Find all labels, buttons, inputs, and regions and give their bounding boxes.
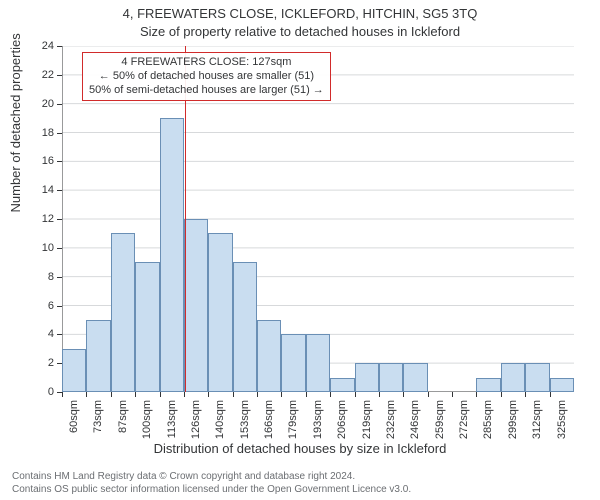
y-tick-label: 18	[30, 127, 54, 139]
y-tick-label: 10	[30, 242, 54, 254]
y-tick-label: 20	[30, 98, 54, 110]
x-tick-label: 126sqm	[190, 400, 202, 440]
chart-title: 4, FREEWATERS CLOSE, ICKLEFORD, HITCHIN,…	[0, 6, 600, 21]
chart-subtitle: Size of property relative to detached ho…	[0, 24, 600, 39]
bar	[86, 320, 110, 392]
x-tick-label: 73sqm	[92, 400, 104, 440]
x-tick-label: 299sqm	[507, 400, 519, 440]
y-tick-label: 12	[30, 213, 54, 225]
bar	[184, 219, 208, 392]
bar	[257, 320, 281, 392]
y-tickmark	[57, 334, 62, 335]
bar	[403, 363, 427, 392]
y-tickmark	[57, 75, 62, 76]
y-tick-label: 4	[30, 328, 54, 340]
bar	[62, 349, 86, 392]
y-tick-label: 14	[30, 184, 54, 196]
bar	[379, 363, 403, 392]
bar	[281, 334, 305, 392]
x-tick-label: 153sqm	[239, 400, 251, 440]
y-tickmark	[57, 133, 62, 134]
x-tick-label: 325sqm	[556, 400, 568, 440]
bar	[330, 378, 354, 392]
x-tickmark	[403, 392, 404, 397]
footer-line-1: Contains HM Land Registry data © Crown c…	[12, 471, 588, 484]
bar	[135, 262, 159, 392]
x-tickmark	[476, 392, 477, 397]
y-tickmark	[57, 277, 62, 278]
x-tickmark	[208, 392, 209, 397]
y-tick-label: 2	[30, 357, 54, 369]
x-tickmark	[111, 392, 112, 397]
annotation-line-2: ← 50% of detached houses are smaller (51…	[89, 70, 324, 84]
bar	[355, 363, 379, 392]
y-tick-label: 16	[30, 155, 54, 167]
bar	[160, 118, 184, 392]
y-tickmark	[57, 363, 62, 364]
y-tickmark	[57, 161, 62, 162]
annotation-line-3: 50% of semi-detached houses are larger (…	[89, 84, 324, 98]
x-tick-label: 87sqm	[117, 400, 129, 440]
footer: Contains HM Land Registry data © Crown c…	[12, 471, 588, 496]
x-tickmark	[355, 392, 356, 397]
x-tickmark	[550, 392, 551, 397]
y-tickmark	[57, 190, 62, 191]
x-tickmark	[233, 392, 234, 397]
bar	[233, 262, 257, 392]
x-tick-label: 140sqm	[214, 400, 226, 440]
x-tickmark	[452, 392, 453, 397]
x-axis-label: Distribution of detached houses by size …	[0, 441, 600, 456]
x-tickmark	[501, 392, 502, 397]
y-tickmark	[57, 248, 62, 249]
bar	[111, 233, 135, 392]
bar	[550, 378, 574, 392]
x-tick-label: 232sqm	[385, 400, 397, 440]
x-tickmark	[281, 392, 282, 397]
footer-line-2: Contains OS public sector information li…	[12, 484, 588, 497]
y-tickmark	[57, 104, 62, 105]
x-tick-label: 179sqm	[287, 400, 299, 440]
x-tick-label: 219sqm	[361, 400, 373, 440]
bar	[476, 378, 500, 392]
y-tickmark	[57, 46, 62, 47]
x-tickmark	[160, 392, 161, 397]
x-tick-label: 206sqm	[336, 400, 348, 440]
x-tick-label: 272sqm	[458, 400, 470, 440]
annotation-box: 4 FREEWATERS CLOSE: 127sqm ← 50% of deta…	[82, 52, 331, 101]
x-tick-label: 246sqm	[409, 400, 421, 440]
chart-container: 4, FREEWATERS CLOSE, ICKLEFORD, HITCHIN,…	[0, 0, 600, 500]
x-tick-label: 166sqm	[263, 400, 275, 440]
bar	[525, 363, 549, 392]
x-tickmark	[525, 392, 526, 397]
x-tick-label: 312sqm	[531, 400, 543, 440]
y-tick-label: 6	[30, 300, 54, 312]
annotation-line-1: 4 FREEWATERS CLOSE: 127sqm	[89, 56, 324, 70]
x-tickmark	[330, 392, 331, 397]
bar	[208, 233, 232, 392]
y-tick-label: 8	[30, 271, 54, 283]
y-tickmark	[57, 306, 62, 307]
x-tickmark	[257, 392, 258, 397]
y-tick-label: 22	[30, 69, 54, 81]
x-tick-label: 113sqm	[166, 400, 178, 440]
bar	[306, 334, 330, 392]
x-tickmark	[62, 392, 63, 397]
x-tickmark	[379, 392, 380, 397]
y-tick-label: 24	[30, 40, 54, 52]
x-tick-label: 259sqm	[434, 400, 446, 440]
x-tickmark	[86, 392, 87, 397]
x-tickmark	[428, 392, 429, 397]
y-tickmark	[57, 219, 62, 220]
x-tickmark	[184, 392, 185, 397]
y-axis-label: Number of detached properties	[8, 33, 23, 212]
x-tick-label: 285sqm	[482, 400, 494, 440]
x-tick-label: 193sqm	[312, 400, 324, 440]
y-tick-label: 0	[30, 386, 54, 398]
plot-area: 4 FREEWATERS CLOSE: 127sqm ← 50% of deta…	[62, 46, 574, 392]
x-tick-label: 60sqm	[68, 400, 80, 440]
x-tickmark	[135, 392, 136, 397]
x-tick-label: 100sqm	[141, 400, 153, 440]
x-tickmark	[306, 392, 307, 397]
bar	[501, 363, 525, 392]
